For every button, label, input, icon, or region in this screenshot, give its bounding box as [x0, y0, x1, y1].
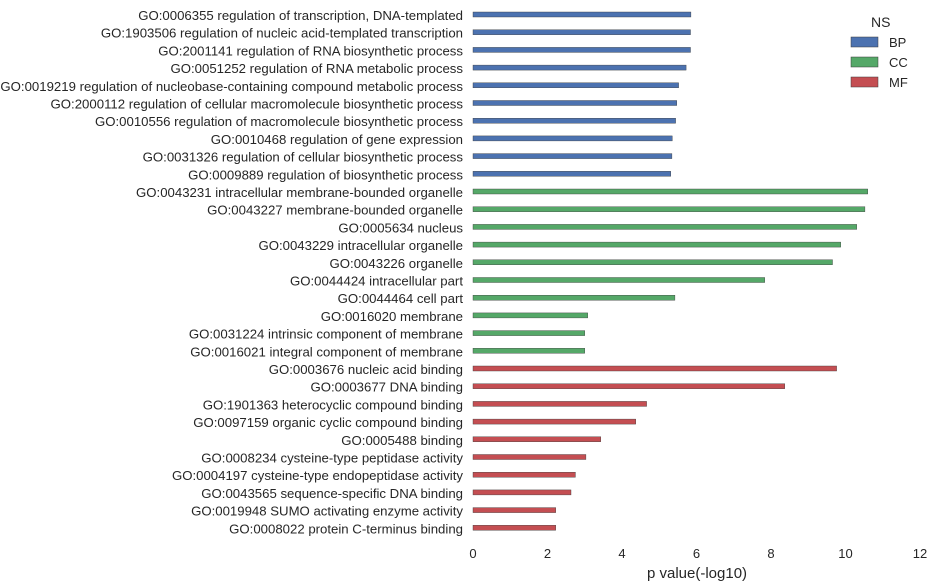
- y-tick-label: GO:2001141 regulation of RNA biosyntheti…: [158, 43, 463, 58]
- x-tick-label: 12: [913, 546, 927, 561]
- bar-cc-11: [472, 206, 866, 212]
- y-tick-label: GO:2000112 regulation of cellular macrom…: [51, 97, 464, 112]
- bar-bp-1: [472, 29, 691, 35]
- y-tick-label: GO:1903506 regulation of nucleic acid-te…: [101, 26, 463, 41]
- x-tick-label: 0: [469, 546, 476, 561]
- bars-layer: [472, 11, 868, 531]
- bar-cc-17: [472, 312, 588, 319]
- bar-mf-28: [472, 507, 556, 513]
- bar-mf-23: [472, 418, 637, 425]
- bar-cc-15: [472, 277, 765, 283]
- bar-bp-0: [472, 11, 692, 18]
- y-tick-label: GO:0019948 SUMO activating enzyme activi…: [191, 504, 463, 519]
- y-tick-label: GO:0043565 sequence-specific DNA binding: [201, 486, 463, 501]
- x-tick-label: 10: [838, 546, 852, 561]
- bar-cc-14: [472, 259, 833, 265]
- y-tick-label: GO:0010556 regulation of macromolecule b…: [95, 114, 463, 129]
- y-tick-label: GO:0010468 regulation of gene expression: [211, 132, 463, 147]
- bar-mf-29: [472, 525, 556, 531]
- bar-cc-16: [472, 295, 676, 301]
- bar-mf-24: [472, 436, 602, 442]
- legend-label-mf: MF: [889, 75, 908, 90]
- bar-bp-3: [472, 64, 687, 71]
- y-tick-label: GO:0016021 integral component of membran…: [190, 344, 463, 359]
- bar-cc-10: [472, 188, 868, 195]
- y-tick-label: GO:0031224 intrinsic component of membra…: [189, 327, 463, 342]
- bar-mf-22: [472, 401, 647, 407]
- y-tick-label: GO:0008022 protein C-terminus binding: [229, 521, 463, 536]
- x-tick-label: 2: [544, 546, 551, 561]
- y-tick-label: GO:0006355 regulation of transcription, …: [138, 8, 463, 23]
- y-tick-label: GO:0044424 intracellular part: [290, 274, 463, 289]
- bar-mf-25: [472, 454, 587, 460]
- y-tick-label: GO:0043226 organelle: [330, 256, 463, 271]
- bar-bp-9: [472, 171, 672, 177]
- bar-bp-6: [472, 117, 676, 124]
- y-tick-label: GO:0043227 membrane-bounded organelle: [207, 203, 463, 218]
- legend-swatch-bp: [850, 36, 879, 48]
- y-tick-label: GO:0016020 membrane: [321, 309, 463, 324]
- bar-bp-8: [472, 153, 673, 159]
- bar-cc-13: [472, 241, 841, 248]
- y-tick-label: GO:1901363 heterocyclic compound binding: [203, 397, 463, 412]
- bar-bp-4: [472, 82, 679, 89]
- legend-label-bp: BP: [889, 35, 906, 50]
- bar-mf-27: [472, 489, 572, 496]
- bar-cc-12: [472, 224, 857, 230]
- legend-label-cc: CC: [889, 55, 908, 70]
- y-tick-label: GO:0003676 nucleic acid binding: [269, 362, 463, 377]
- y-tick-label: GO:0009889 regulation of biosynthetic pr…: [188, 167, 463, 182]
- x-tick-label: 8: [767, 546, 774, 561]
- bar-mf-20: [472, 365, 837, 372]
- bar-mf-21: [472, 383, 785, 389]
- bar-cc-19: [472, 348, 586, 354]
- y-tick-label: GO:0005488 binding: [341, 433, 463, 448]
- y-tick-labels: GO:0006355 regulation of transcription, …: [0, 8, 463, 536]
- y-tick-label: GO:0043231 intracellular membrane-bounde…: [136, 185, 463, 200]
- y-tick-label: GO:0043229 intracellular organelle: [258, 238, 463, 253]
- bar-bp-5: [472, 100, 678, 106]
- bar-bp-7: [472, 135, 673, 142]
- legend-swatch-cc: [850, 56, 879, 68]
- y-tick-label: GO:0097159 organic cyclic compound bindi…: [193, 415, 463, 430]
- bar-bp-2: [472, 47, 691, 53]
- legend-swatch-mf: [850, 76, 879, 88]
- x-axis-label: p value(-log10): [647, 565, 747, 582]
- legend: NS BP CC MF: [850, 14, 908, 90]
- y-tick-label: GO:0019219 regulation of nucleobase-cont…: [0, 79, 463, 94]
- y-tick-label: GO:0051252 regulation of RNA metabolic p…: [171, 61, 464, 76]
- y-tick-label: GO:0031326 regulation of cellular biosyn…: [143, 150, 464, 165]
- legend-title: NS: [871, 14, 890, 30]
- y-tick-label: GO:0004197 cysteine-type endopeptidase a…: [172, 468, 463, 483]
- bar-cc-18: [472, 330, 586, 336]
- y-tick-label: GO:0044464 cell part: [338, 291, 464, 306]
- x-tick-label: 4: [618, 546, 625, 561]
- x-tick-label: 6: [693, 546, 700, 561]
- y-tick-label: GO:0005634 nucleus: [338, 220, 463, 235]
- bar-mf-26: [472, 472, 576, 478]
- y-tick-label: GO:0003677 DNA binding: [311, 380, 464, 395]
- x-axis: 0 2 4 6 8 10 12: [469, 546, 927, 561]
- y-tick-label: GO:0008234 cysteine-type peptidase activ…: [201, 451, 463, 466]
